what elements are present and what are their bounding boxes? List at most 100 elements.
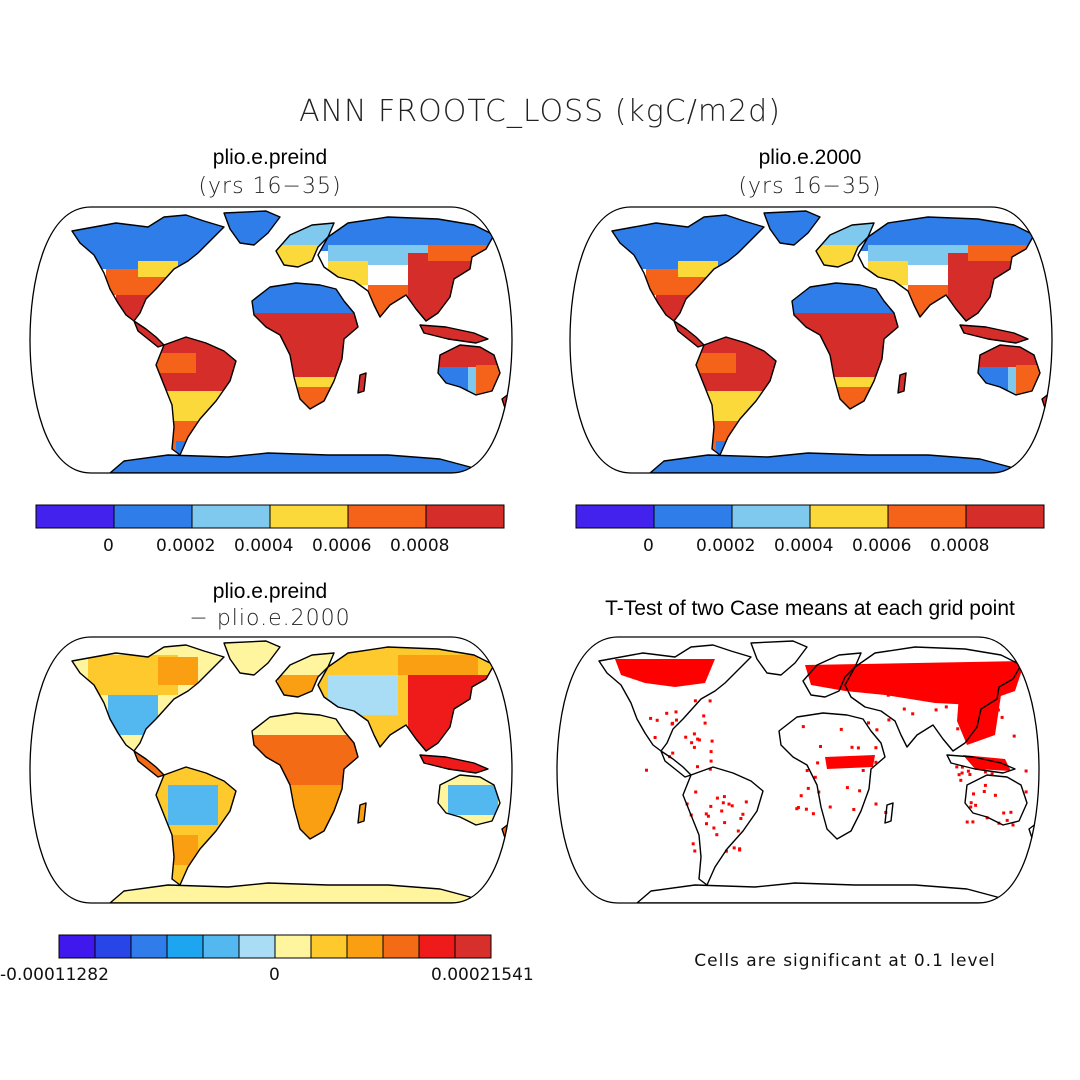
- panel-b-subtitle: (yrs 16−35): [738, 174, 882, 199]
- significant-cell: [975, 676, 979, 680]
- significant-cell: [1024, 790, 1028, 794]
- coastline-europe: [275, 222, 335, 268]
- coastline-asia: [844, 646, 1022, 752]
- land-field-namerica: [138, 261, 178, 277]
- significant-cell: [705, 822, 708, 826]
- colorbar-c-label-min: -0.00011282: [0, 965, 109, 985]
- panel-c-subtitle: − plio.e.2000: [189, 606, 351, 631]
- significant-cell: [806, 786, 810, 790]
- significant-cell: [976, 696, 980, 700]
- land-field-australia: [476, 365, 500, 395]
- significant-cell: [960, 700, 964, 704]
- coastline-africa: [791, 282, 899, 410]
- coastline-indonesia: [959, 324, 1029, 344]
- significant-cell: [744, 800, 748, 804]
- significant-cell: [721, 801, 725, 805]
- significant-cell: [709, 804, 713, 808]
- colorbar-swatch: [418, 934, 456, 959]
- colorbar-swatch: [166, 934, 204, 959]
- significant-cell: [934, 708, 938, 712]
- significant-cell: [799, 794, 803, 798]
- significant-cell: [684, 735, 688, 739]
- coastline-asia: [317, 216, 495, 322]
- colorbar-swatch: [238, 934, 276, 959]
- significant-cell: [932, 686, 936, 690]
- colorbar-swatch: [346, 934, 384, 959]
- land-field-asia: [318, 217, 494, 251]
- colorbar-a-label: 0.0002: [156, 536, 216, 556]
- land-field-asia: [398, 655, 478, 675]
- coastline-samerica: [695, 336, 777, 456]
- colorbar-swatch: [347, 504, 427, 529]
- significant-cell: [958, 683, 962, 687]
- coastline-centam: [133, 320, 165, 348]
- significant-cell: [960, 765, 964, 769]
- colorbar-swatch: [310, 934, 348, 959]
- colorbar-b-label: 0: [643, 536, 654, 556]
- map-panel-preind: [29, 206, 513, 474]
- significant-cell: [738, 848, 742, 852]
- colorbar-swatch: [731, 504, 811, 529]
- significance-note: Cells are significant at 0.1 level: [694, 951, 996, 971]
- significant-cell: [730, 804, 734, 808]
- significant-cell: [653, 736, 657, 739]
- coastline-australia: [964, 774, 1028, 826]
- colorbar-c-label-max: 0.00021541: [431, 965, 534, 985]
- colorbar-swatch: [653, 504, 733, 529]
- significant-cell: [674, 710, 678, 714]
- significant-cell: [956, 727, 960, 731]
- significant-cell: [902, 707, 906, 711]
- significant-cell: [972, 792, 975, 796]
- coastline-madagascar: [357, 802, 367, 824]
- colorbar-a-label: 0.0004: [234, 536, 294, 556]
- significant-cell: [1000, 715, 1004, 719]
- significant-cell: [969, 801, 973, 805]
- significant-cell: [960, 771, 964, 775]
- significant-cell: [696, 765, 699, 769]
- significant-cell: [709, 759, 713, 763]
- significant-cell: [690, 741, 694, 745]
- significant-cell: [709, 750, 713, 754]
- coastline-indonesia: [419, 324, 489, 344]
- coastline-samerica: [155, 766, 237, 886]
- significant-cell: [901, 689, 905, 693]
- significant-cell: [816, 761, 820, 765]
- coastline-europe: [802, 652, 862, 698]
- significant-cell: [969, 805, 973, 809]
- significant-cell: [706, 814, 710, 818]
- colorbar-swatch: [35, 504, 115, 529]
- significant-cell: [732, 846, 736, 850]
- significant-cell: [801, 725, 805, 729]
- significant-cell: [955, 765, 959, 769]
- coastline-indonesia: [946, 754, 1016, 774]
- significant-cell: [874, 746, 878, 750]
- significant-cell: [986, 729, 990, 733]
- significant-cell: [692, 732, 696, 736]
- colorbar-swatch: [575, 504, 655, 529]
- colorbar-swatch: [809, 504, 889, 529]
- coastline-asia: [317, 646, 495, 752]
- map-panel-2000: [569, 206, 1053, 474]
- coastline-namerica: [598, 644, 752, 752]
- panel-c-title: plio.e.preind: [212, 580, 328, 603]
- significant-cell: [828, 805, 832, 809]
- panel-a-subtitle: (yrs 16−35): [198, 174, 342, 199]
- significant-cell: [850, 745, 854, 749]
- significant-cell: [796, 806, 800, 809]
- colorbar-swatch: [425, 504, 505, 529]
- land-field-asia: [328, 245, 428, 265]
- significant-cell: [911, 712, 915, 716]
- significant-cell: [715, 833, 719, 837]
- significant-cell: [874, 760, 878, 764]
- map-panel-ttest: [556, 636, 1040, 904]
- significant-cell: [703, 721, 707, 725]
- coastline-madagascar: [357, 372, 367, 394]
- significant-cell: [926, 685, 930, 688]
- land-field-australia: [448, 785, 498, 815]
- coastline-namerica: [71, 214, 225, 322]
- significant-cell: [813, 775, 817, 779]
- coastline-greenland: [750, 640, 808, 676]
- colorbar-swatch: [113, 504, 193, 529]
- significant-cell: [983, 783, 987, 787]
- significant-cell: [971, 820, 975, 824]
